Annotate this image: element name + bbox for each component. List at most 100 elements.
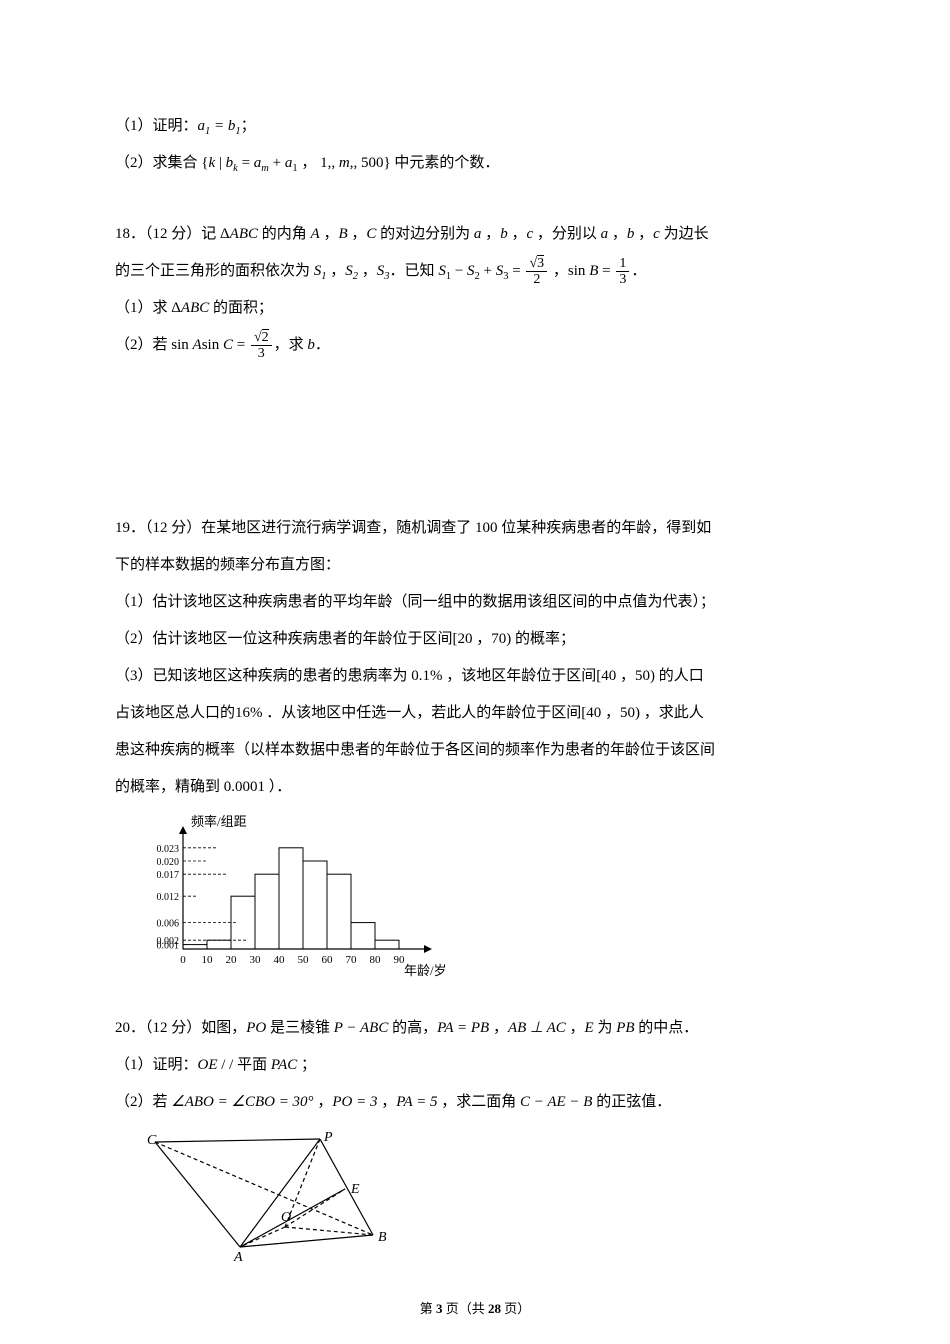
svg-text:C: C [147, 1133, 157, 1148]
comma: ， [634, 226, 653, 242]
q19-line2: 下的样本数据的频率分布直方图： [115, 549, 835, 582]
svg-text:年龄/岁: 年龄/岁 [404, 963, 447, 978]
total-pages: 28 [488, 1301, 501, 1316]
PO: PO [246, 1020, 266, 1036]
angles: ∠ABO = ∠CBO = 30° [171, 1094, 313, 1110]
text: ； [297, 1057, 316, 1073]
q19-sub3d: 的概率，精确到 0.0001 ）． [115, 771, 835, 804]
text: ； [241, 118, 256, 134]
PABC: P − ABC [334, 1020, 389, 1036]
svg-text:10: 10 [202, 954, 214, 966]
comma: ， [608, 226, 627, 242]
text: 的三个正三角形的面积依次为 [115, 263, 314, 279]
comma: ， [508, 226, 527, 242]
comma: ， [327, 263, 346, 279]
text: （1）证明： [115, 118, 198, 134]
q17-sub1: （1）证明：a1 = b1； [115, 110, 835, 143]
text: （1）求 Δ [115, 300, 181, 316]
footer-mid: 页（共 [442, 1301, 488, 1316]
svg-text:30: 30 [250, 954, 262, 966]
footer-prefix: 第 [420, 1301, 436, 1316]
q18-sub2: （2）若 sin Asin C = √23，求 b． [115, 329, 835, 362]
comma: ， [348, 226, 367, 242]
text: 的正弦值． [592, 1094, 671, 1110]
q19-sub3a: （3）已知该地区这种疾病的患者的患病率为 0.1% ，该地区年龄位于区间[40 … [115, 660, 835, 693]
text: ． [315, 337, 330, 353]
ABC: ABC [181, 300, 209, 316]
svg-text:0.012: 0.012 [157, 892, 180, 903]
text: ，分别以 [533, 226, 601, 242]
AB-perp-AC: AB ⊥ AC [508, 1020, 566, 1036]
svg-text:O: O [281, 1210, 291, 1225]
set-expr: {k | bk = am + a1 ， 1,, m,, 500} [201, 155, 390, 171]
q19-sub2: （2）估计该地区一位这种疾病患者的年龄位于区间[20 ，70) 的概率； [115, 623, 835, 656]
text: （2）求集合 [115, 155, 201, 171]
S2: S2 [345, 263, 358, 279]
B: B [338, 226, 347, 242]
comma: ， [377, 1094, 396, 1110]
svg-text:A: A [233, 1250, 243, 1262]
svg-text:50: 50 [298, 954, 310, 966]
svg-text:0.017: 0.017 [157, 870, 180, 881]
text: 为边长 [660, 226, 709, 242]
PAC: PAC [271, 1057, 297, 1073]
q19-sub3b: 占该地区总人口的16% ．从该地区中任选一人，若此人的年龄位于区间[40 ，50… [115, 697, 835, 730]
q20-line1: 20．（12 分）如图，PO 是三棱锥 P − ABC 的高，PA = PB ，… [115, 1012, 835, 1045]
text: ，求 [274, 337, 308, 353]
PB: PB [616, 1020, 634, 1036]
comma: ， [320, 226, 339, 242]
b: b [500, 226, 508, 242]
text: （2）若 [115, 337, 171, 353]
text: 的内角 [258, 226, 311, 242]
text: 的对边分别为 [376, 226, 474, 242]
histogram-svg: 频率/组距0.0230.0200.0170.0120.0060.0020.001… [135, 814, 475, 979]
text: 为 [594, 1020, 617, 1036]
text: 的面积； [209, 300, 273, 316]
eq-S: S1 − S2 + S3 = √32 [438, 263, 549, 279]
PA-5: PA = 5 [396, 1094, 437, 1110]
text: 是三棱锥 [266, 1020, 334, 1036]
footer-suffix: 页） [501, 1301, 530, 1316]
pyramid-figure: C P E O A B [145, 1127, 835, 1275]
E: E [585, 1020, 594, 1036]
eq-sinB: sin B = 13 [568, 263, 631, 279]
q18-sub1: （1）求 ΔABC 的面积； [115, 292, 835, 325]
S1: S1 [314, 263, 327, 279]
comma: ， [481, 226, 500, 242]
svg-text:0.001: 0.001 [157, 941, 180, 952]
text: 的高， [388, 1020, 437, 1036]
svg-text:60: 60 [322, 954, 334, 966]
q20-sub2: （2）若 ∠ABO = ∠CBO = 30° ，PO = 3 ，PA = 5 ，… [115, 1086, 835, 1119]
comma: ， [314, 1094, 333, 1110]
svg-text:频率/组距: 频率/组距 [191, 814, 247, 829]
text: ，求二面角 [437, 1094, 520, 1110]
eq-sinAsinC: sin Asin C = √23 [171, 337, 273, 353]
svg-text:B: B [378, 1230, 387, 1245]
svg-text:E: E [350, 1182, 360, 1197]
comma: ， [489, 1020, 508, 1036]
svg-text:0.020: 0.020 [157, 857, 180, 868]
text: 20．（12 分）如图， [115, 1020, 246, 1036]
svg-text:40: 40 [274, 954, 286, 966]
svg-text:0.023: 0.023 [157, 844, 180, 855]
math-a1-eq-b1: a1 = b1 [198, 118, 241, 134]
text: 中元素的个数． [391, 155, 500, 171]
A: A [311, 226, 320, 242]
ABC: ABC [230, 226, 258, 242]
q20-sub1: （1）证明：OE / / 平面 PAC ； [115, 1049, 835, 1082]
svg-text:80: 80 [370, 954, 382, 966]
text: （2）若 [115, 1094, 171, 1110]
q19-line1: 19．（12 分）在某地区进行流行病学调查，随机调查了 100 位某种疾病患者的… [115, 512, 835, 545]
c: c [653, 226, 660, 242]
histogram-chart: 频率/组距0.0230.0200.0170.0120.0060.0020.001… [135, 814, 835, 992]
b: b [307, 337, 315, 353]
svg-text:P: P [323, 1130, 333, 1145]
pyramid-svg: C P E O A B [145, 1127, 395, 1262]
q17-sub2: （2）求集合 {k | bk = am + a1 ， 1,, m,, 500} … [115, 147, 835, 180]
CAEB: C − AE − B [520, 1094, 592, 1110]
comma: ， [358, 263, 377, 279]
comma: ， [549, 263, 568, 279]
svg-text:20: 20 [226, 954, 238, 966]
text: / / 平面 [218, 1057, 271, 1073]
text: 18．（12 分）记 Δ [115, 226, 230, 242]
